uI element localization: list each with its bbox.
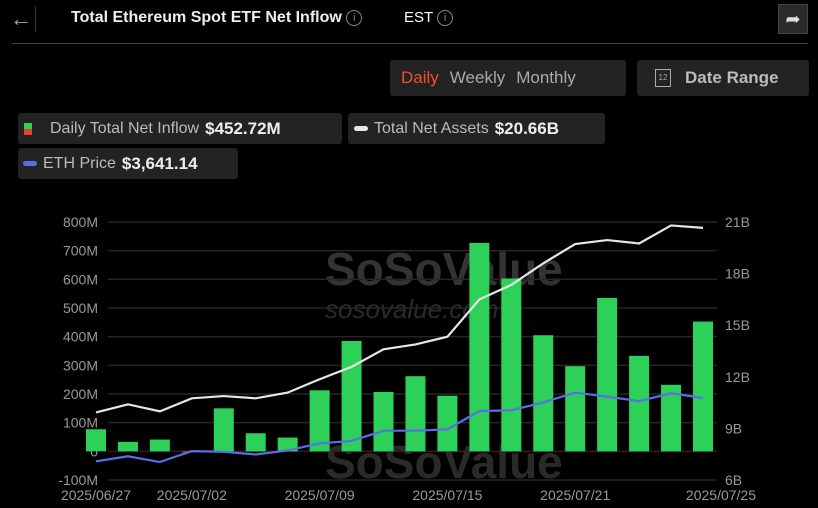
inflow-swatch-icon xyxy=(24,122,32,135)
divider xyxy=(12,43,808,44)
share-button[interactable]: ➦ xyxy=(778,4,808,34)
price-swatch-icon xyxy=(23,161,37,166)
left-axis-tick: 400M xyxy=(63,329,98,345)
left-axis-tick: 100M xyxy=(63,415,98,431)
eth-price-line xyxy=(95,391,704,464)
bar-2025/07/09 xyxy=(309,390,330,452)
bar-2025/07/03 xyxy=(213,408,234,452)
date-range-button[interactable]: 12 Date Range xyxy=(637,60,809,96)
x-axis-tick: 2025/07/09 xyxy=(285,487,355,503)
bar-2025/07/25 xyxy=(693,321,713,452)
left-axis-tick: -100M xyxy=(58,472,98,488)
x-axis-tick: 2025/07/02 xyxy=(157,487,227,503)
bar-2025/06/30 xyxy=(117,441,138,452)
bar-2025/07/16 xyxy=(469,242,490,452)
back-button[interactable]: ← xyxy=(10,6,38,32)
total-net-assets-line xyxy=(95,224,704,414)
legend-inflow[interactable]: Daily Total Net Inflow $452.72M xyxy=(18,113,342,144)
bar-2025/06/27 xyxy=(86,429,106,452)
bar-2025/07/10 xyxy=(341,340,362,452)
bar-2025/07/07 xyxy=(245,433,266,452)
bar-2025/07/11 xyxy=(373,391,394,452)
arrow-left-icon: ← xyxy=(10,6,32,31)
x-axis-tick: 2025/07/15 xyxy=(412,487,482,503)
bar-2025/07/18 xyxy=(533,335,554,452)
right-axis-tick: 12B xyxy=(725,369,750,385)
timezone-label: EST i xyxy=(404,9,454,27)
right-axis-tick: 21B xyxy=(725,214,750,230)
assets-swatch-icon xyxy=(354,126,368,131)
page-title: Total Ethereum Spot ETF Net Inflow i xyxy=(71,9,363,27)
left-axis-tick: 200M xyxy=(63,386,98,402)
info-icon[interactable]: i xyxy=(346,9,363,26)
right-axis-tick: 18B xyxy=(725,266,750,282)
left-axis-tick: 700M xyxy=(63,243,98,259)
legend-assets[interactable]: Total Net Assets $20.66B xyxy=(348,113,605,144)
period-tabs: Daily Weekly Monthly xyxy=(390,60,626,96)
x-axis-tick: 2025/07/21 xyxy=(540,487,610,503)
x-axis-tick: 2025/07/25 xyxy=(686,487,756,503)
bar-2025/07/08 xyxy=(277,437,298,452)
bar-2025/07/21 xyxy=(565,366,586,452)
date-range-label: Date Range xyxy=(685,68,779,87)
divider xyxy=(35,6,36,32)
bar-2025/07/24 xyxy=(661,384,682,452)
tab-weekly[interactable]: Weekly xyxy=(449,68,506,87)
header: ← Total Ethereum Spot ETF Net Inflow i E… xyxy=(0,0,818,44)
watermark-logo: SoSoValue xyxy=(325,243,563,295)
calendar-icon: 12 xyxy=(655,69,671,87)
left-axis-tick: 600M xyxy=(63,271,98,287)
bar-2025/07/17 xyxy=(501,278,522,452)
left-axis-tick: 300M xyxy=(63,357,98,373)
x-axis-tick: 2025/06/27 xyxy=(61,487,131,503)
right-axis-tick: 15B xyxy=(725,317,750,333)
info-icon[interactable]: i xyxy=(437,10,454,27)
tab-monthly[interactable]: Monthly xyxy=(516,68,576,87)
bar-2025/07/14 xyxy=(405,376,426,452)
bar-2025/07/01 xyxy=(149,439,170,452)
right-axis-tick: 9B xyxy=(725,420,742,436)
left-axis-tick: 500M xyxy=(63,300,98,316)
tab-daily[interactable]: Daily xyxy=(401,68,439,87)
bar-2025/07/15 xyxy=(437,395,458,452)
bar-2025/07/23 xyxy=(629,355,650,452)
left-axis-tick: 800M xyxy=(63,214,98,230)
bar-2025/07/22 xyxy=(597,297,618,452)
legend-price[interactable]: ETH Price $3,641.14 xyxy=(18,148,238,179)
share-icon: ➦ xyxy=(785,9,801,29)
right-axis-tick: 6B xyxy=(725,472,742,488)
